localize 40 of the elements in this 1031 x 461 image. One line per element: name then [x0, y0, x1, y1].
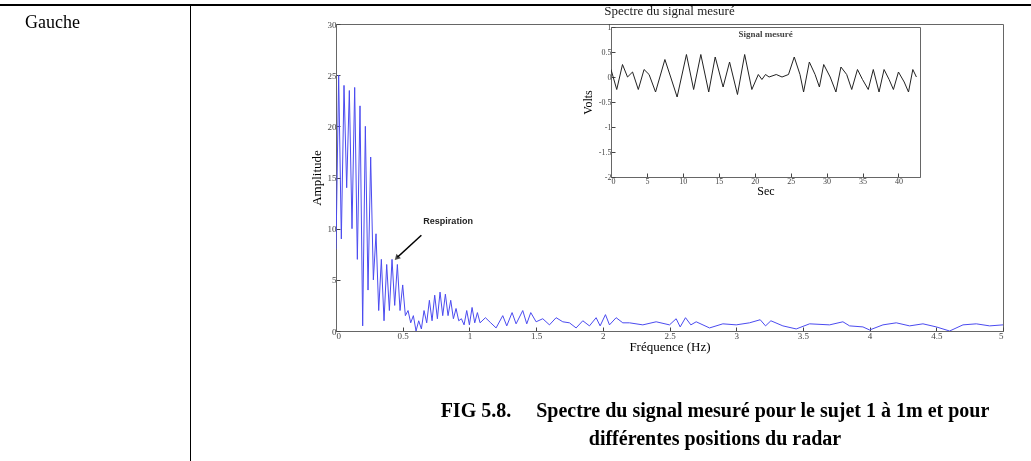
y-tick-label: -1	[604, 122, 612, 132]
x-tick-label: 4.5	[931, 330, 943, 341]
x-tick-label: 1.5	[530, 330, 543, 341]
x-tick-label: 5	[645, 176, 650, 186]
x-tick-label: 3.5	[797, 330, 810, 341]
y-axis-title: Amplitude	[308, 149, 324, 206]
y-tick-label: 20	[327, 121, 337, 132]
x-tick-label: 0.5	[397, 330, 410, 341]
chart-title: Signal mesuré	[738, 29, 793, 39]
x-tick-label: 3	[734, 330, 740, 341]
x-tick-label: 35	[859, 176, 868, 186]
y-tick-label: -1.5	[598, 147, 612, 157]
y-tick-label: -2	[604, 172, 612, 182]
x-tick-label: 30	[823, 176, 832, 186]
x-tick-label: 40	[894, 176, 903, 186]
line-series	[611, 54, 917, 98]
y-tick-label: 5	[332, 275, 337, 286]
y-tick-label: 0.5	[601, 47, 612, 57]
y-tick-label: 30	[327, 19, 337, 30]
x-tick-label: 2.5	[664, 330, 677, 341]
y-tick-label: 0	[607, 72, 612, 82]
text: Gauche	[25, 12, 80, 33]
x-tick-label: 2	[601, 330, 606, 341]
annotation: Respiration	[423, 216, 473, 227]
x-axis-title: Sec	[757, 183, 775, 198]
y-axis-title: Volts	[580, 89, 595, 115]
x-tick-label: 1	[467, 330, 473, 341]
x-axis-title: Fréquence (Hz)	[629, 338, 711, 354]
chart-title: Spectre du signal mesuré	[604, 3, 735, 18]
x-tick-label: 5	[999, 330, 1004, 341]
x-tick-label: 20	[751, 176, 760, 186]
caption: FIG 5.8. Spectre du signal mesuré pour le sujet 1 à 1m et pour différentes positions du radar	[439, 398, 991, 452]
x-tick-label: 10	[679, 176, 688, 186]
x-tick-label: 25	[787, 176, 796, 186]
x-tick-label: 4	[867, 330, 873, 341]
y-tick-label: 1	[607, 22, 612, 32]
x-tick-label: 15	[715, 176, 724, 186]
y-tick-label: -0.5	[598, 97, 612, 107]
y-tick-label: 10	[327, 224, 337, 235]
y-tick-label: 25	[327, 70, 337, 81]
